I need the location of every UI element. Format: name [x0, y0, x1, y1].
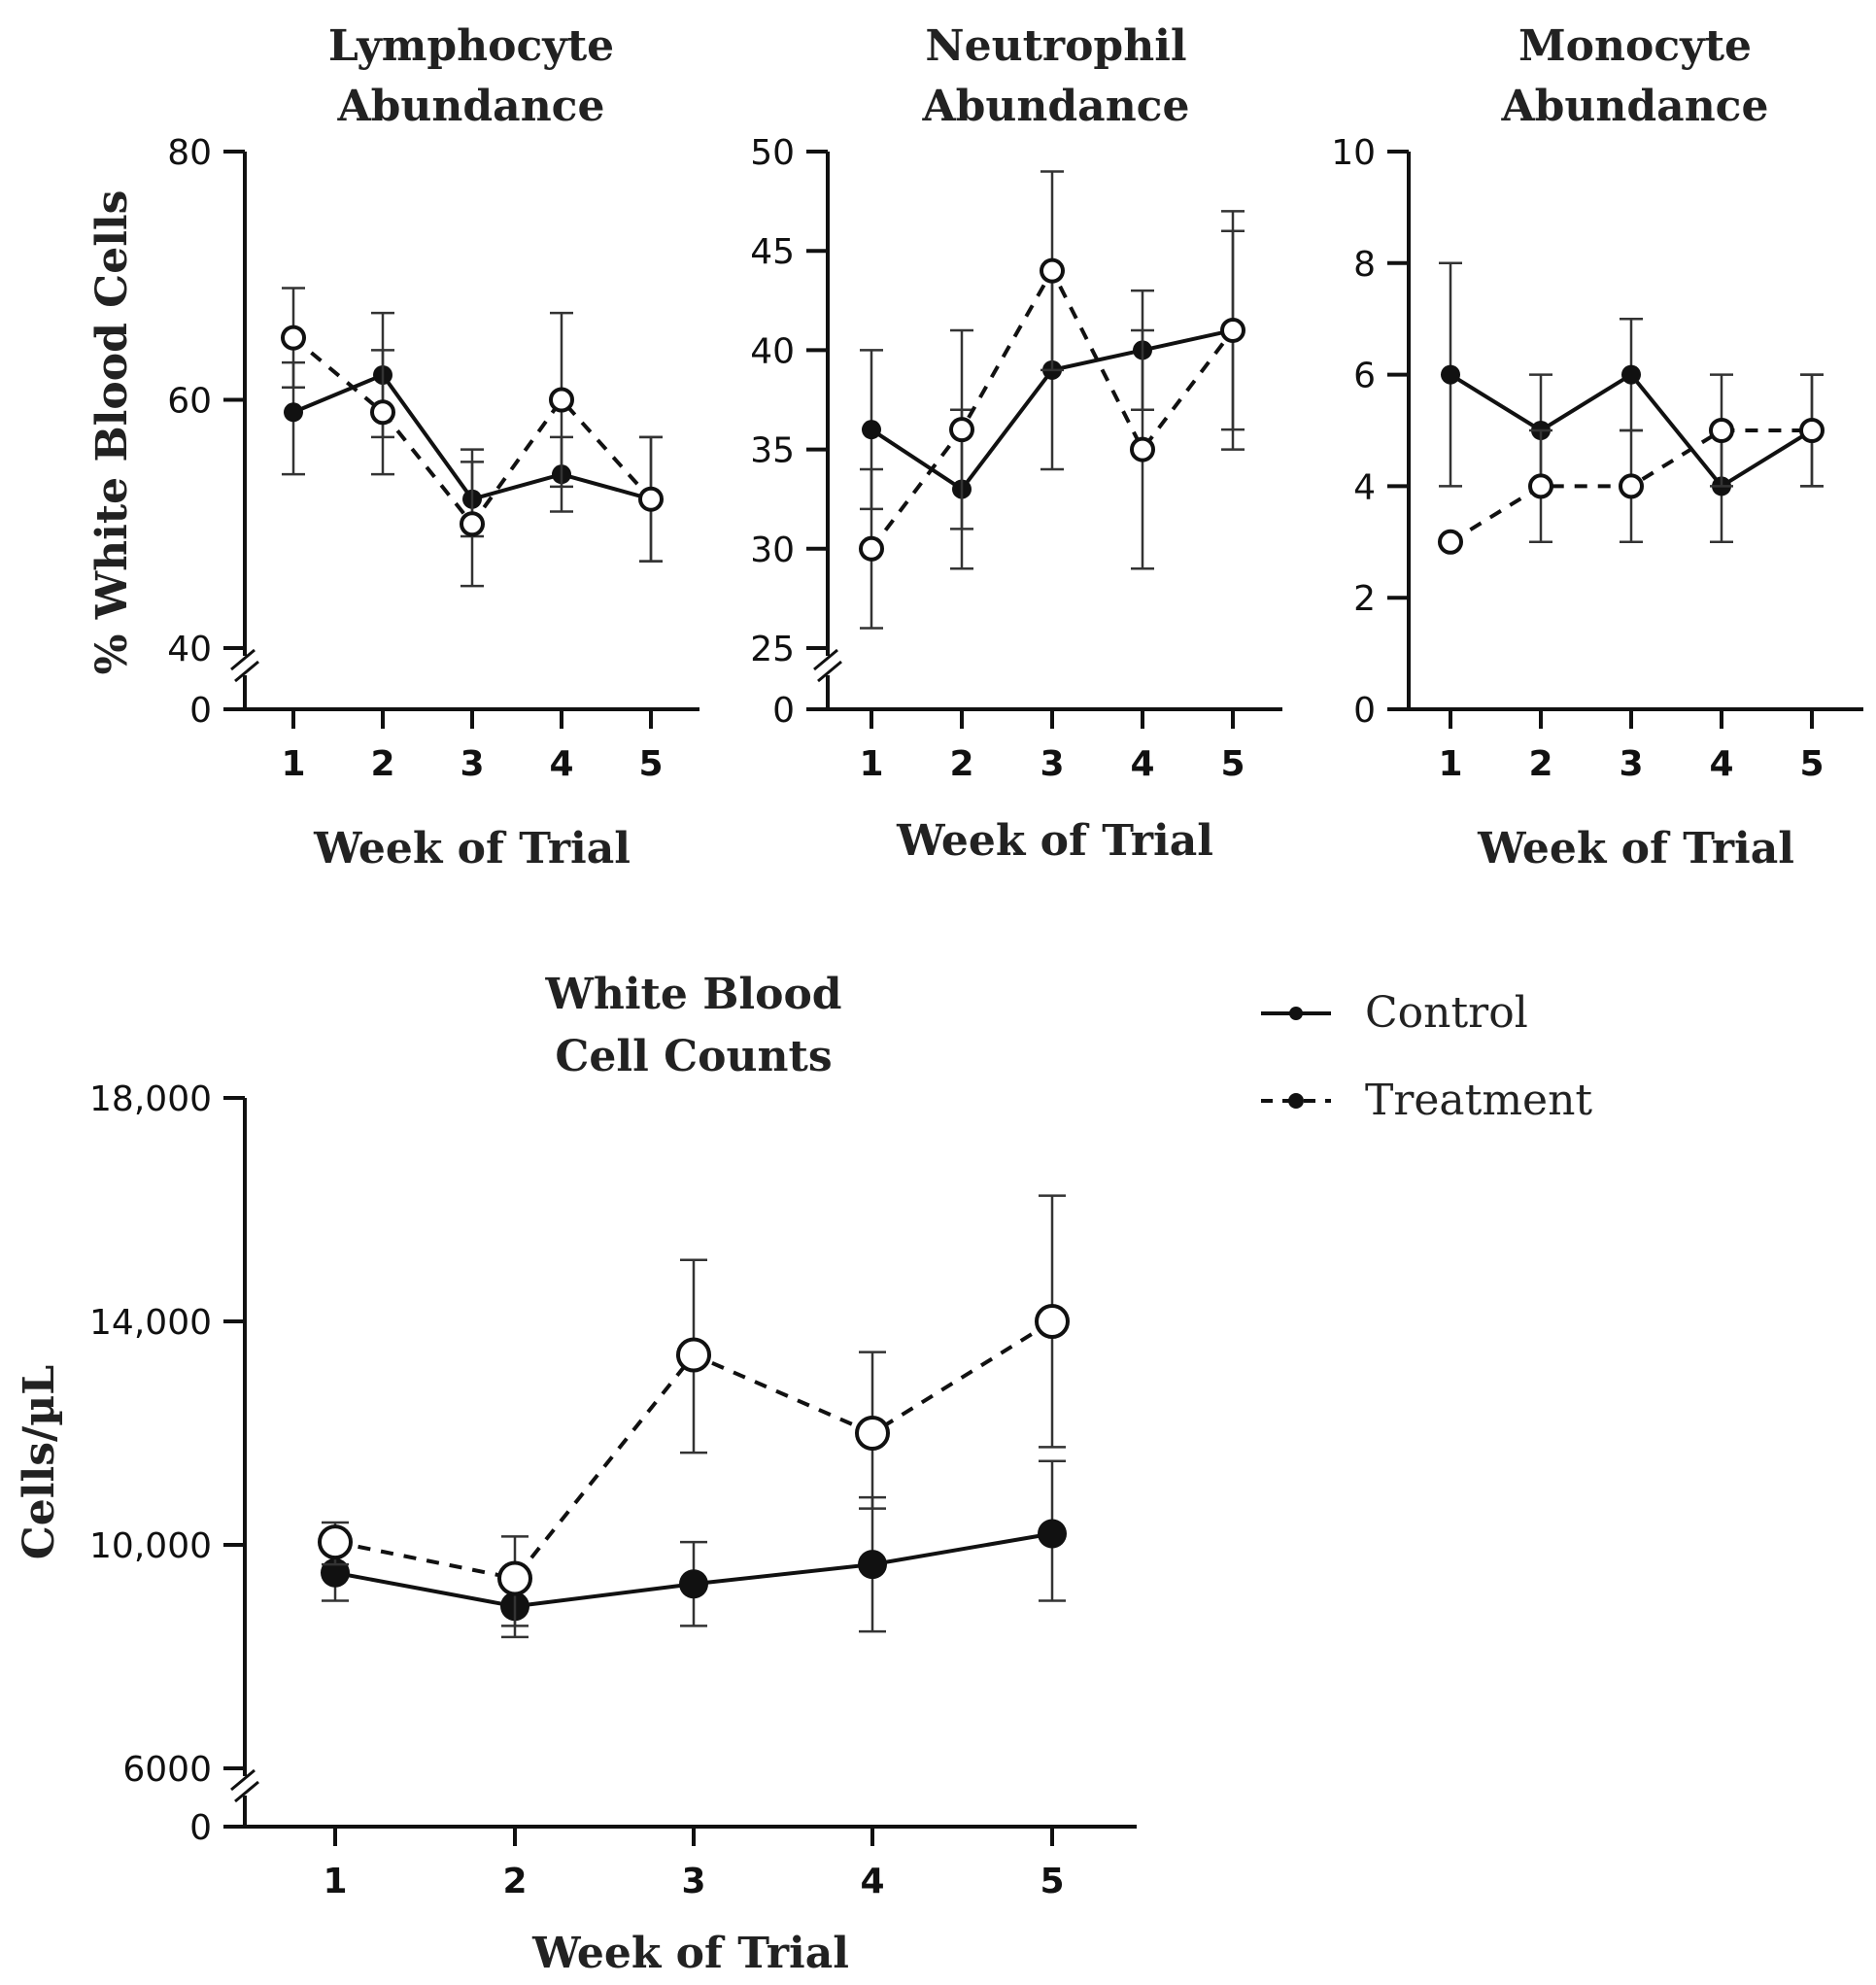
- chart-title-neutrophil-line-2: Abundance: [922, 82, 1190, 131]
- data-point-monocyte-treatment: [1799, 418, 1825, 443]
- x-tick-label-wbc: 4: [860, 1862, 884, 1901]
- x-tick-label-lymphocyte: 1: [281, 744, 305, 784]
- x-tick-label-neutrophil: 2: [949, 744, 973, 784]
- data-point-wbc-treatment: [1035, 1304, 1070, 1339]
- data-point-lymphocyte-treatment: [370, 399, 395, 426]
- y-tick-label-monocyte: 6: [1353, 357, 1376, 396]
- axis-break-mark-wbc: [234, 1780, 259, 1803]
- x-tick-label-neutrophil: 5: [1220, 744, 1245, 784]
- y-tick-label-monocyte: 4: [1353, 467, 1376, 507]
- data-point-wbc-treatment: [676, 1337, 711, 1373]
- data-point-monocyte-treatment: [1619, 473, 1644, 499]
- x-tick-label-neutrophil: 3: [1040, 744, 1064, 784]
- y-tick-label-neutrophil: 50: [750, 133, 795, 173]
- data-point-wbc-control: [1038, 1519, 1067, 1549]
- x-tick-label-wbc: 5: [1040, 1862, 1064, 1901]
- data-point-wbc-control: [679, 1569, 708, 1599]
- x-axis-label-wbc: Week of Trial: [531, 1929, 849, 1978]
- data-point-lymphocyte-treatment: [549, 387, 574, 413]
- y-tick-label-lymphocyte: 80: [167, 133, 212, 173]
- data-point-lymphocyte-treatment: [281, 325, 306, 351]
- y-tick-label-zero-neutrophil: 0: [772, 691, 795, 731]
- y-tick-label-wbc: 14,000: [89, 1303, 212, 1343]
- x-tick-label-monocyte: 4: [1709, 744, 1733, 784]
- chart-white-blood-cell-counts: White Blood Cell Counts 0 6000 10,000 14,000 1…: [15, 970, 1137, 1978]
- data-point-wbc-control: [858, 1550, 887, 1580]
- y-tick-label-zero-lymphocyte: 0: [189, 691, 212, 731]
- data-point-neutrophil-treatment: [1040, 257, 1065, 284]
- y-tick-label-lymphocyte: 60: [167, 382, 212, 422]
- y-axis-label-wbc: Cells/µL: [15, 1365, 64, 1559]
- chart-title-lymphocyte-line-2: Abundance: [337, 82, 605, 131]
- y-tick-label-neutrophil: 35: [750, 431, 795, 471]
- data-point-monocyte-control: [1621, 364, 1641, 385]
- data-point-wbc-treatment: [855, 1416, 890, 1451]
- x-tick-label-wbc: 2: [502, 1862, 527, 1901]
- legend-control-marker: [1289, 1007, 1303, 1020]
- data-point-monocyte-treatment: [1709, 418, 1734, 443]
- y-axis-label-lymphocyte: % White Blood Cells: [87, 190, 137, 675]
- x-tick-label-lymphocyte: 3: [460, 744, 484, 784]
- chart-title-lymphocyte-line-1: Lymphocyte: [328, 21, 614, 71]
- y-tick-label-monocyte: 10: [1331, 133, 1376, 173]
- data-point-monocyte-treatment: [1528, 473, 1553, 499]
- data-point-neutrophil-control: [862, 420, 881, 440]
- x-tick-label-lymphocyte: 2: [370, 744, 394, 784]
- chart-title-monocyte-line-2: Abundance: [1501, 82, 1769, 131]
- y-tick-label-wbc: 6000: [122, 1750, 212, 1790]
- axis-break-mark-neutrophil: [817, 660, 842, 683]
- data-point-neutrophil-treatment: [859, 535, 884, 562]
- data-point-wbc-treatment: [497, 1560, 532, 1596]
- axis-break-mark-lymphocyte: [230, 648, 256, 671]
- data-point-monocyte-control: [1441, 364, 1460, 385]
- data-point-wbc-treatment: [318, 1524, 353, 1560]
- x-tick-label-lymphocyte: 5: [638, 744, 663, 784]
- x-tick-label-monocyte: 1: [1438, 744, 1462, 784]
- x-tick-label-wbc: 3: [681, 1862, 705, 1901]
- legend-treatment-label: Treatment: [1365, 1076, 1592, 1125]
- chart-title-wbc-line-1: White Blood: [544, 970, 841, 1019]
- y-tick-label-wbc: 18,000: [89, 1079, 212, 1119]
- data-point-neutrophil-treatment: [1220, 317, 1245, 343]
- chart-title-monocyte-line-1: Monocyte: [1518, 21, 1752, 71]
- x-tick-label-wbc: 1: [323, 1862, 347, 1901]
- y-tick-label-lymphocyte: 40: [167, 630, 212, 669]
- y-tick-label-monocyte: 8: [1353, 245, 1376, 285]
- x-axis-label-monocyte: Week of Trial: [1477, 824, 1794, 873]
- y-tick-label-monocyte: 2: [1353, 579, 1376, 619]
- data-point-lymphocyte-treatment: [460, 511, 485, 537]
- chart-title-wbc-line-2: Cell Counts: [555, 1032, 832, 1081]
- data-point-neutrophil-treatment: [1130, 436, 1155, 462]
- axis-break-mark-neutrophil: [813, 648, 838, 671]
- x-tick-label-monocyte: 5: [1799, 744, 1824, 784]
- data-point-lymphocyte-treatment: [638, 486, 664, 512]
- y-tick-label-wbc: 10,000: [89, 1526, 212, 1566]
- data-point-monocyte-treatment: [1438, 529, 1463, 555]
- y-tick-label-neutrophil: 30: [750, 530, 795, 570]
- x-axis-label-neutrophil: Week of Trial: [896, 816, 1213, 866]
- x-axis-label-lymphocyte: Week of Trial: [313, 824, 631, 873]
- x-tick-label-neutrophil: 1: [859, 744, 883, 784]
- x-tick-label-monocyte: 3: [1619, 744, 1643, 784]
- y-tick-label-neutrophil: 25: [750, 630, 795, 669]
- x-tick-label-neutrophil: 4: [1130, 744, 1154, 784]
- y-tick-label-neutrophil: 45: [750, 232, 795, 272]
- y-tick-label-monocyte: 0: [1353, 691, 1376, 731]
- x-tick-label-lymphocyte: 4: [549, 744, 573, 784]
- x-tick-label-monocyte: 2: [1528, 744, 1552, 784]
- y-tick-label-zero-wbc: 0: [189, 1808, 212, 1848]
- axis-break-mark-wbc: [230, 1768, 256, 1792]
- axis-break-mark-lymphocyte: [234, 660, 259, 683]
- y-tick-label-neutrophil: 40: [750, 331, 795, 371]
- legend: Control Treatment: [1261, 988, 1592, 1125]
- data-point-neutrophil-treatment: [949, 417, 974, 443]
- data-point-lymphocyte-control: [284, 402, 303, 423]
- legend-treatment-marker: [1288, 1093, 1304, 1109]
- legend-control-label: Control: [1365, 988, 1528, 1038]
- chart-title-neutrophil-line-1: Neutrophil: [925, 21, 1186, 71]
